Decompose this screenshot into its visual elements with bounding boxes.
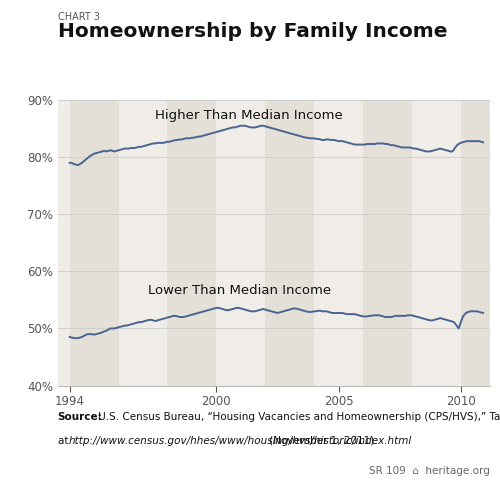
Text: Higher Than Median Income: Higher Than Median Income (155, 109, 343, 122)
Text: SR 109  ⌂  heritage.org: SR 109 ⌂ heritage.org (369, 466, 490, 476)
Text: (November 1, 2011).: (November 1, 2011). (266, 436, 378, 446)
Bar (460, 100, 490, 386)
Text: U.S. Census Bureau, “Housing Vacancies and Homeownership (CPS/HVS),” Table 17,: U.S. Census Bureau, “Housing Vacancies a… (95, 412, 500, 422)
Text: Homeownership by Family Income: Homeownership by Family Income (58, 22, 447, 41)
Text: http://www.census.gov/hhes/www/housing/hvs/historic/index.html: http://www.census.gov/hhes/www/housing/h… (68, 436, 412, 446)
Bar (363, 100, 412, 386)
Text: Source:: Source: (58, 412, 102, 422)
Bar (70, 100, 118, 386)
Text: Lower Than Median Income: Lower Than Median Income (148, 284, 331, 297)
Bar (265, 100, 314, 386)
Text: at: at (58, 436, 71, 446)
Text: CHART 3: CHART 3 (58, 12, 100, 22)
Bar (168, 100, 216, 386)
